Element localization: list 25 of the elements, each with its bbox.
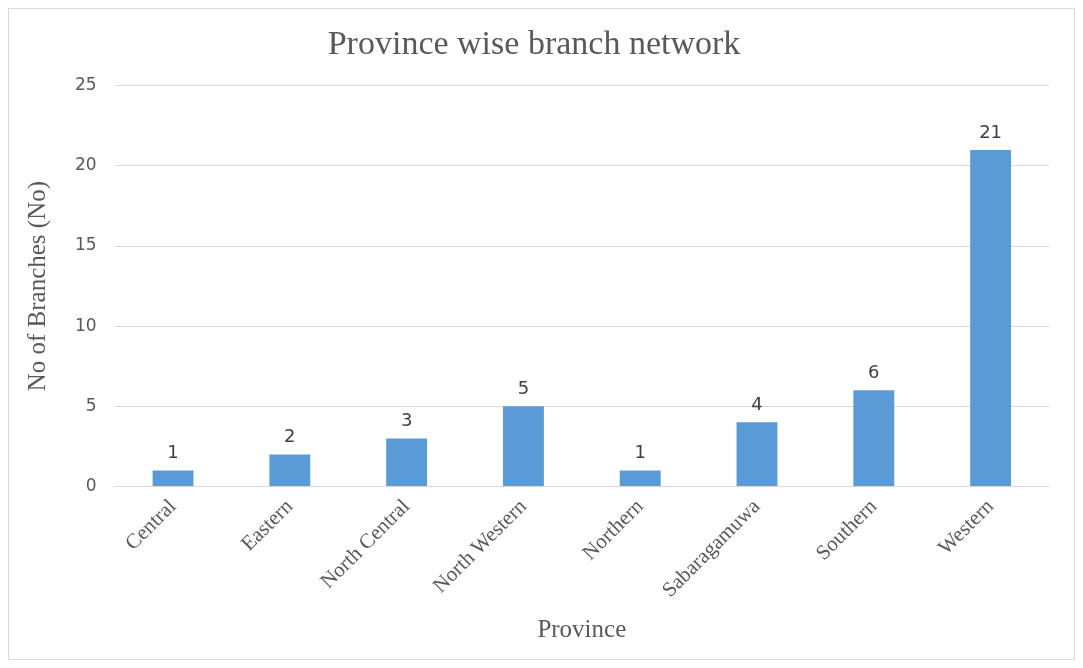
data-label: 3	[400, 409, 413, 431]
chart-title: Province wise branch network	[327, 24, 741, 62]
bar	[736, 422, 778, 486]
data-label: 4	[751, 393, 763, 415]
data-label: 21	[979, 120, 1003, 142]
bar	[502, 406, 544, 486]
bar	[853, 390, 895, 486]
y-tick-label: 10	[74, 314, 97, 335]
data-label: 2	[284, 425, 296, 447]
data-label: 1	[167, 441, 179, 463]
y-tick-label: 25	[74, 74, 97, 95]
data-label: 1	[634, 441, 646, 463]
bar	[152, 470, 194, 486]
bar	[269, 454, 311, 486]
y-tick-label: 0	[85, 474, 97, 495]
y-tick-label: 5	[85, 394, 97, 415]
bar	[619, 470, 661, 486]
x-axis-title: Province	[537, 614, 627, 642]
data-label: 6	[868, 360, 880, 382]
y-axis-title: No of Branches (No)	[22, 180, 51, 392]
data-label: 5	[517, 377, 530, 399]
y-tick-label: 20	[74, 154, 97, 175]
bar	[970, 149, 1012, 486]
y-tick-label: 15	[74, 234, 97, 255]
bar	[386, 438, 428, 486]
